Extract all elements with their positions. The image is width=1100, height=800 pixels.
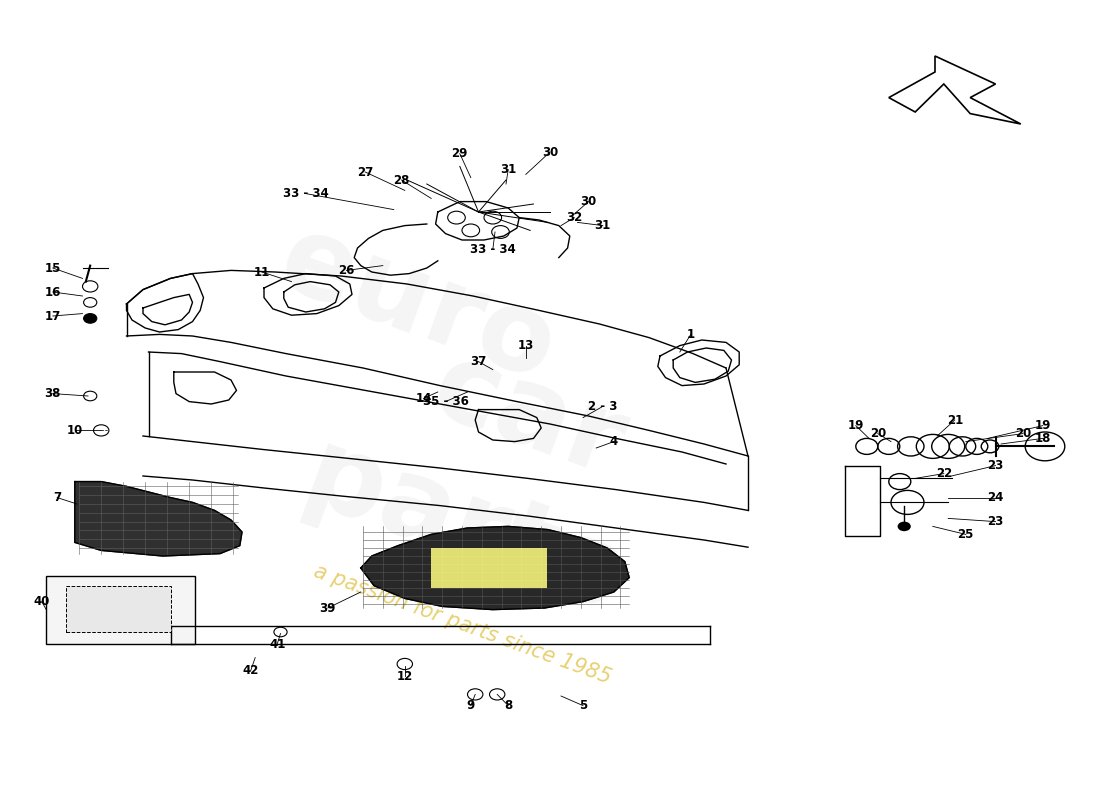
- Text: 1: 1: [686, 328, 695, 341]
- Text: 41: 41: [270, 638, 285, 650]
- Text: 30: 30: [542, 146, 558, 158]
- Circle shape: [84, 314, 97, 323]
- Polygon shape: [75, 482, 242, 556]
- Text: 15: 15: [45, 262, 60, 274]
- Text: 25: 25: [958, 528, 974, 541]
- Text: 18: 18: [1035, 432, 1050, 445]
- Text: 26: 26: [339, 264, 354, 277]
- Text: euro: euro: [265, 205, 571, 403]
- Text: 24: 24: [988, 491, 1003, 504]
- Text: 19: 19: [1035, 419, 1050, 432]
- Text: 35 - 36: 35 - 36: [422, 395, 469, 408]
- Text: 23: 23: [988, 459, 1003, 472]
- Text: 20: 20: [870, 427, 886, 440]
- Circle shape: [898, 522, 911, 531]
- Text: 13: 13: [518, 339, 534, 352]
- Text: 21: 21: [947, 414, 962, 426]
- Text: 39: 39: [320, 602, 336, 614]
- Text: 17: 17: [45, 310, 60, 322]
- Text: 31: 31: [500, 163, 516, 176]
- Text: 42: 42: [243, 664, 258, 677]
- Polygon shape: [361, 526, 629, 610]
- Text: 8: 8: [504, 699, 513, 712]
- Text: 4: 4: [609, 435, 618, 448]
- Text: 33 - 34: 33 - 34: [470, 243, 516, 256]
- Text: 14: 14: [416, 392, 431, 405]
- Text: 29: 29: [452, 147, 468, 160]
- Text: 37: 37: [471, 355, 486, 368]
- Text: 28: 28: [394, 174, 409, 186]
- Bar: [431, 548, 547, 588]
- Text: 9: 9: [466, 699, 475, 712]
- Text: 31: 31: [595, 219, 610, 232]
- Text: 30: 30: [581, 195, 596, 208]
- Text: 10: 10: [67, 424, 82, 437]
- Text: car: car: [418, 332, 638, 500]
- Text: 27: 27: [358, 166, 373, 178]
- Text: 11: 11: [254, 266, 270, 278]
- Text: 32: 32: [566, 211, 582, 224]
- Bar: [46, 576, 195, 644]
- Text: 20: 20: [1015, 427, 1031, 440]
- Text: 38: 38: [45, 387, 60, 400]
- Text: 40: 40: [34, 595, 50, 608]
- Text: 16: 16: [45, 286, 60, 298]
- Bar: [66, 586, 170, 632]
- Text: 23: 23: [988, 515, 1003, 528]
- Text: 2 - 3: 2 - 3: [588, 400, 617, 413]
- Text: 33 - 34: 33 - 34: [283, 187, 329, 200]
- Text: a passion for parts since 1985: a passion for parts since 1985: [310, 561, 614, 687]
- Text: parts: parts: [289, 422, 635, 634]
- Text: 7: 7: [53, 491, 62, 504]
- Text: 22: 22: [936, 467, 952, 480]
- Text: 19: 19: [848, 419, 864, 432]
- Text: 12: 12: [397, 670, 412, 682]
- Text: 5: 5: [579, 699, 587, 712]
